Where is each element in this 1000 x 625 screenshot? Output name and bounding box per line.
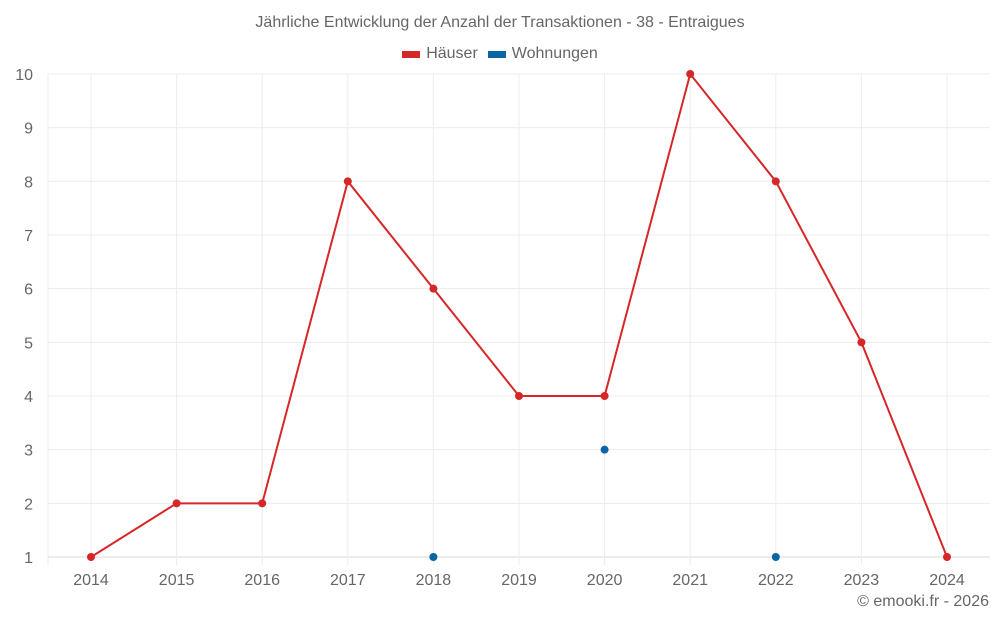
legend-swatch-haeuser: [402, 50, 421, 58]
data-point-marker: [771, 553, 780, 561]
y-tick-label: 6: [24, 282, 33, 299]
data-point-marker: [771, 177, 780, 186]
y-tick-label: 9: [24, 121, 33, 138]
y-tick-label: 3: [24, 443, 33, 460]
data-point-marker: [857, 338, 866, 347]
x-tick-label: 2016: [244, 572, 280, 589]
data-point-marker: [515, 392, 523, 400]
legend-swatch-wohnungen: [487, 50, 506, 58]
copyright-credit: © emooki.fr - 2026: [857, 593, 989, 610]
data-point-marker: [686, 70, 695, 78]
y-tick-label: 1: [24, 550, 33, 567]
y-tick-label: 2: [24, 496, 33, 513]
legend-item-wohnungen[interactable]: Wohnungen: [487, 45, 598, 63]
x-tick-label: 2018: [416, 572, 452, 589]
x-tick-label: 2017: [330, 572, 366, 589]
data-point-marker: [600, 445, 609, 454]
x-tick-label: 2020: [587, 572, 623, 589]
x-tick-label: 2022: [758, 572, 794, 589]
y-tick-label: 4: [24, 389, 33, 406]
y-tick-label: 5: [24, 335, 33, 352]
legend-label-wohnungen: Wohnungen: [511, 45, 598, 62]
x-tick-label: 2024: [929, 572, 965, 589]
x-tick-label: 2023: [844, 572, 880, 589]
y-tick-label: 10: [15, 67, 33, 84]
x-tick-label: 2015: [159, 572, 195, 589]
x-tick-label: 2021: [672, 572, 708, 589]
data-point-marker: [429, 553, 438, 561]
data-point-marker: [600, 392, 609, 400]
chart-title: Jährliche Entwicklung der Anzahl der Tra…: [255, 14, 745, 31]
data-point-marker: [343, 177, 352, 186]
y-tick-label: 8: [24, 174, 33, 191]
legend: Häuser Wohnungen: [0, 45, 1000, 63]
data-point-marker: [87, 553, 95, 561]
data-point-marker: [172, 499, 181, 508]
data-point-marker: [258, 499, 267, 508]
x-tick-label: 2014: [73, 572, 109, 589]
legend-item-haeuser[interactable]: Häuser: [402, 45, 478, 63]
legend-label-haeuser: Häuser: [426, 45, 478, 62]
data-point-marker: [943, 553, 951, 561]
x-tick-label: 2019: [501, 572, 537, 589]
data-point-marker: [429, 284, 438, 293]
y-tick-label: 7: [24, 228, 33, 245]
